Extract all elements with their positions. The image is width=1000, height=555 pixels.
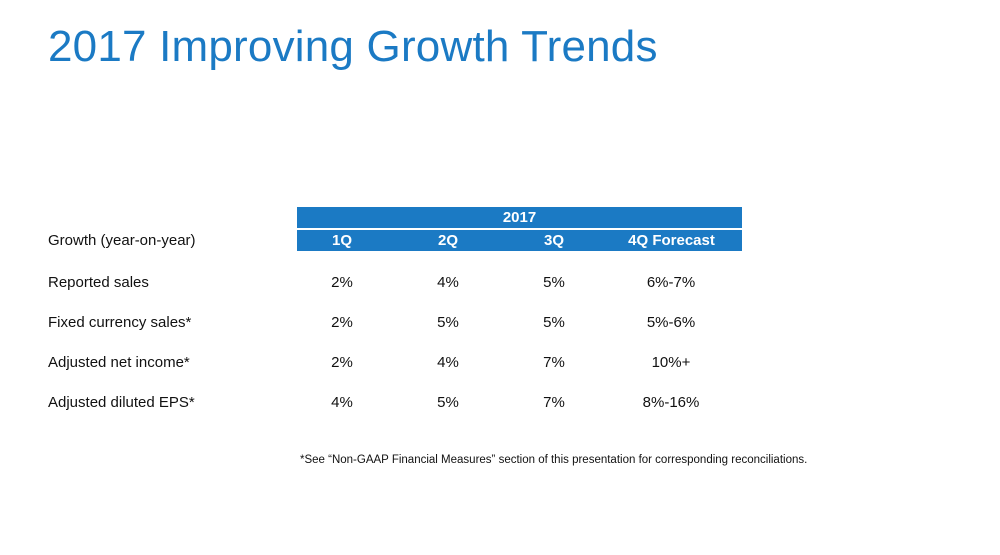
cell-4q-forecast: 10%+ — [651, 354, 691, 371]
cell-2q: 4% — [437, 274, 459, 291]
table-row: Adjusted diluted EPS* 4% 5% 7% 8%-16% — [48, 392, 742, 414]
table-row: Adjusted net income* 2% 4% 7% 10%+ — [48, 352, 742, 374]
row-header-label: Growth (year-on-year) — [48, 232, 196, 249]
cell-1q: 2% — [331, 314, 353, 331]
column-header-1q: 1Q — [331, 232, 352, 249]
cell-3q: 7% — [543, 354, 565, 371]
column-header-4q-forecast: 4Q Forecast — [628, 232, 715, 249]
cell-1q: 2% — [331, 274, 353, 291]
column-header-2q: 2Q — [437, 232, 458, 249]
table-header-row: Growth (year-on-year) 1Q 2Q 3Q 4Q Foreca… — [48, 230, 742, 251]
row-label: Adjusted diluted EPS* — [48, 394, 195, 411]
cell-3q: 5% — [543, 314, 565, 331]
cell-2q: 5% — [437, 394, 459, 411]
year-header: 2017 — [297, 207, 742, 228]
cell-4q-forecast: 5%-6% — [646, 314, 696, 331]
column-header-3q: 3Q — [543, 232, 564, 249]
page-title: 2017 Improving Growth Trends — [48, 22, 658, 71]
cell-3q: 7% — [543, 394, 565, 411]
row-label: Reported sales — [48, 274, 149, 291]
cell-2q: 4% — [437, 354, 459, 371]
cell-1q: 2% — [331, 354, 353, 371]
cell-4q-forecast: 8%-16% — [642, 394, 700, 411]
cell-1q: 4% — [331, 394, 353, 411]
table-row: Fixed currency sales* 2% 5% 5% 5%-6% — [48, 312, 742, 334]
cell-4q-forecast: 6%-7% — [646, 274, 696, 291]
row-label: Fixed currency sales* — [48, 314, 192, 331]
column-header-band: 1Q 2Q 3Q 4Q Forecast — [297, 230, 742, 251]
row-label: Adjusted net income* — [48, 354, 190, 371]
footnote: *See “Non-GAAP Financial Measures” secti… — [300, 454, 808, 466]
cell-3q: 5% — [543, 274, 565, 291]
table-row: Reported sales 2% 4% 5% 6%-7% — [48, 272, 742, 294]
cell-2q: 5% — [437, 314, 459, 331]
